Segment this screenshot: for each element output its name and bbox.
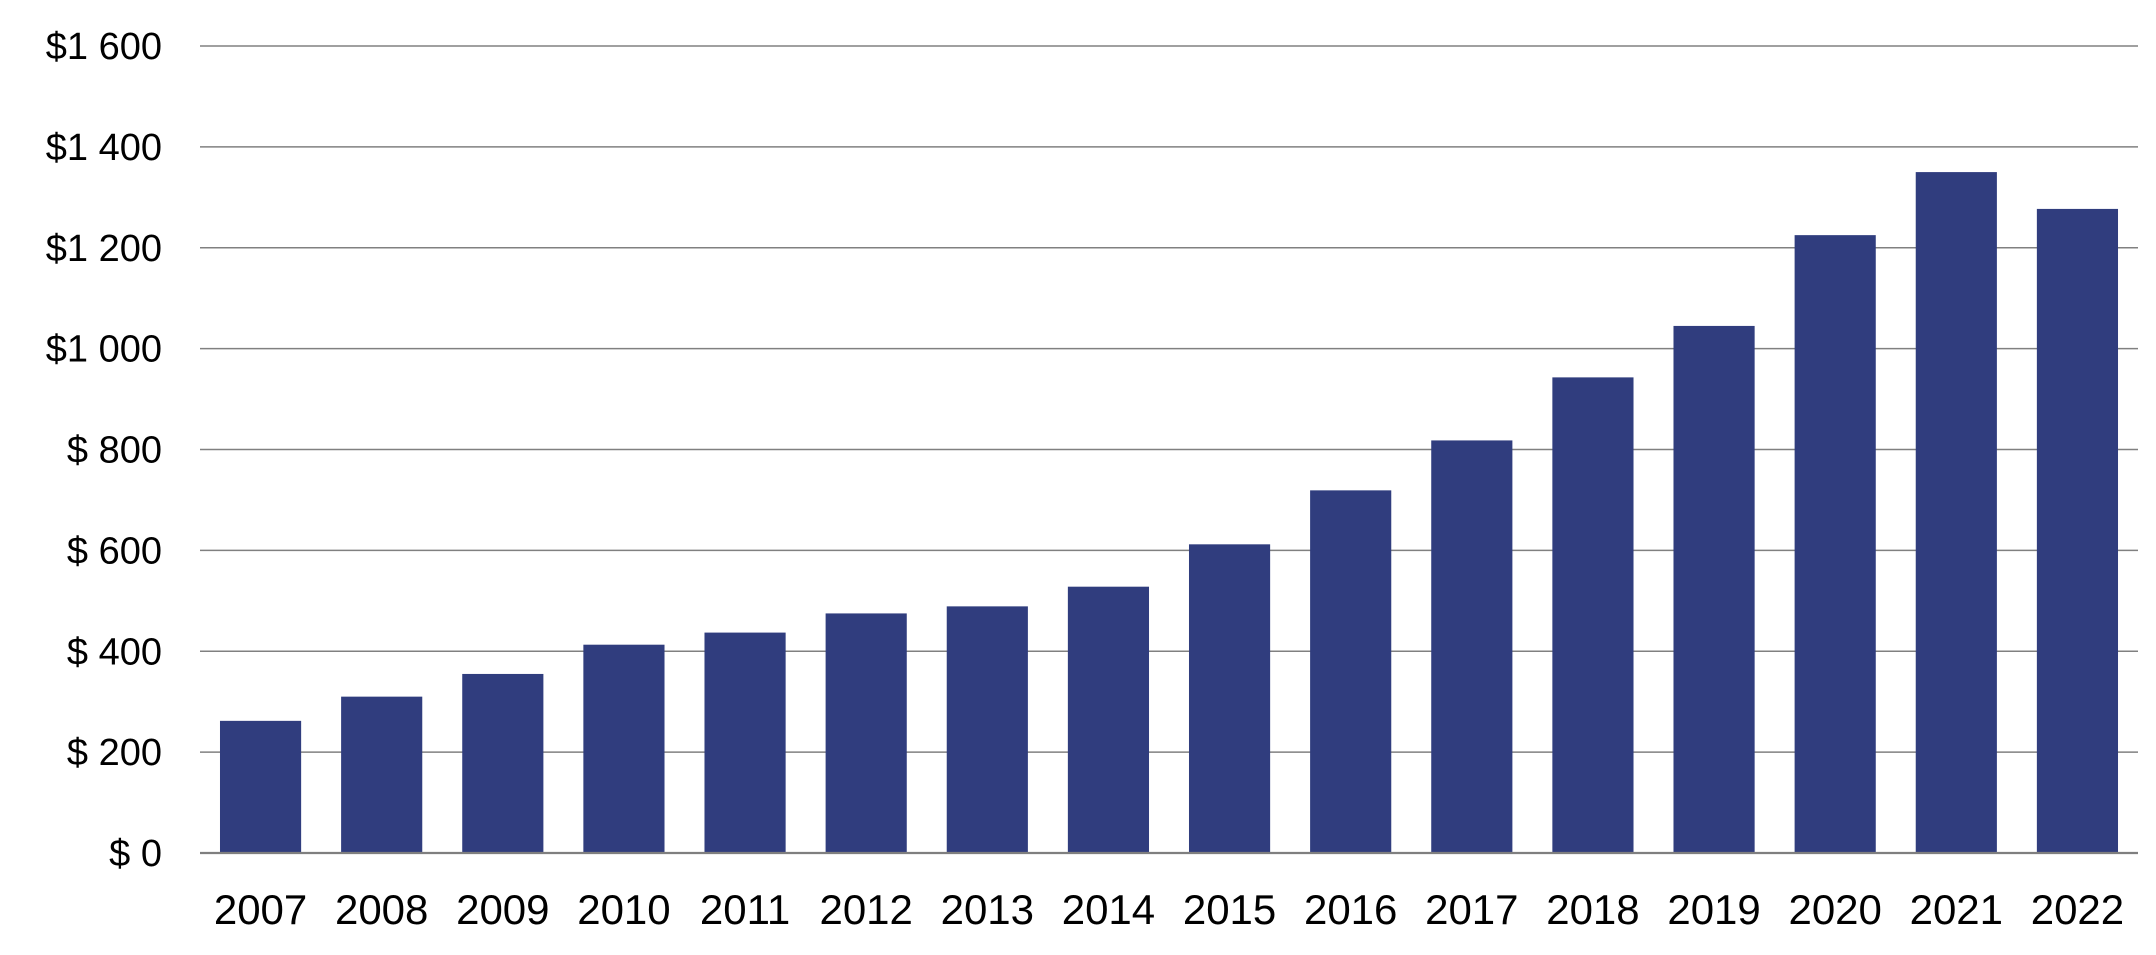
bar-2022 bbox=[2036, 208, 2119, 853]
y-tick-label: $ 600 bbox=[67, 530, 162, 572]
x-tick-label: 2019 bbox=[1667, 886, 1760, 933]
grid-lines bbox=[200, 45, 2138, 753]
bars bbox=[219, 172, 2119, 854]
y-axis-tick-labels: $ 0 $ 200 $ 400 $ 600 $ 800 $1 000 $1 200 $1 40… bbox=[46, 26, 162, 875]
y-tick-label: $1 600 bbox=[46, 26, 162, 68]
y-tick-label: $ 400 bbox=[67, 631, 162, 673]
x-tick-label: 2020 bbox=[1788, 886, 1881, 933]
bar-2020 bbox=[1794, 235, 1876, 853]
x-tick-label: 2010 bbox=[577, 886, 670, 933]
x-tick-label: 2015 bbox=[1183, 886, 1276, 933]
x-tick-label: 2017 bbox=[1425, 886, 1518, 933]
bar-2009 bbox=[462, 673, 544, 853]
bar-2010 bbox=[583, 644, 665, 853]
y-tick-label: $ 0 bbox=[109, 833, 162, 875]
x-tick-label: 2011 bbox=[700, 886, 790, 933]
bar-2013 bbox=[946, 606, 1028, 853]
y-tick-label: $1 000 bbox=[46, 329, 162, 371]
y-tick-label: $1 400 bbox=[46, 127, 162, 169]
bar-2021 bbox=[1915, 172, 1997, 853]
x-tick-label: 2007 bbox=[214, 886, 307, 933]
bar-2017 bbox=[1431, 440, 1513, 853]
y-tick-label: $ 200 bbox=[67, 732, 162, 774]
x-tick-label: 2012 bbox=[819, 886, 912, 933]
x-tick-label: 2014 bbox=[1062, 886, 1155, 933]
bar-2007 bbox=[219, 720, 302, 853]
bar-2016 bbox=[1310, 490, 1392, 853]
bar-2019 bbox=[1673, 325, 1755, 854]
x-tick-label: 2021 bbox=[1910, 886, 2003, 933]
x-axis-tick-labels: 2007 2008 2009 2010 2011 2012 2013 2014 2015 2016… bbox=[214, 886, 2124, 933]
bar-2011 bbox=[704, 632, 786, 853]
bar-2012 bbox=[825, 613, 907, 853]
x-tick-label: 2016 bbox=[1304, 886, 1397, 933]
bar-2014 bbox=[1067, 586, 1150, 853]
x-tick-label: 2009 bbox=[456, 886, 549, 933]
bar-2018 bbox=[1552, 377, 1634, 853]
x-tick-label: 2018 bbox=[1546, 886, 1639, 933]
bar-2015 bbox=[1188, 544, 1271, 853]
x-tick-label: 2013 bbox=[941, 886, 1034, 933]
y-tick-label: $ 800 bbox=[67, 430, 162, 472]
y-tick-label: $1 200 bbox=[46, 228, 162, 270]
x-tick-label: 2008 bbox=[335, 886, 428, 933]
bar-2008 bbox=[341, 696, 423, 853]
x-tick-label: 2022 bbox=[2031, 886, 2124, 933]
